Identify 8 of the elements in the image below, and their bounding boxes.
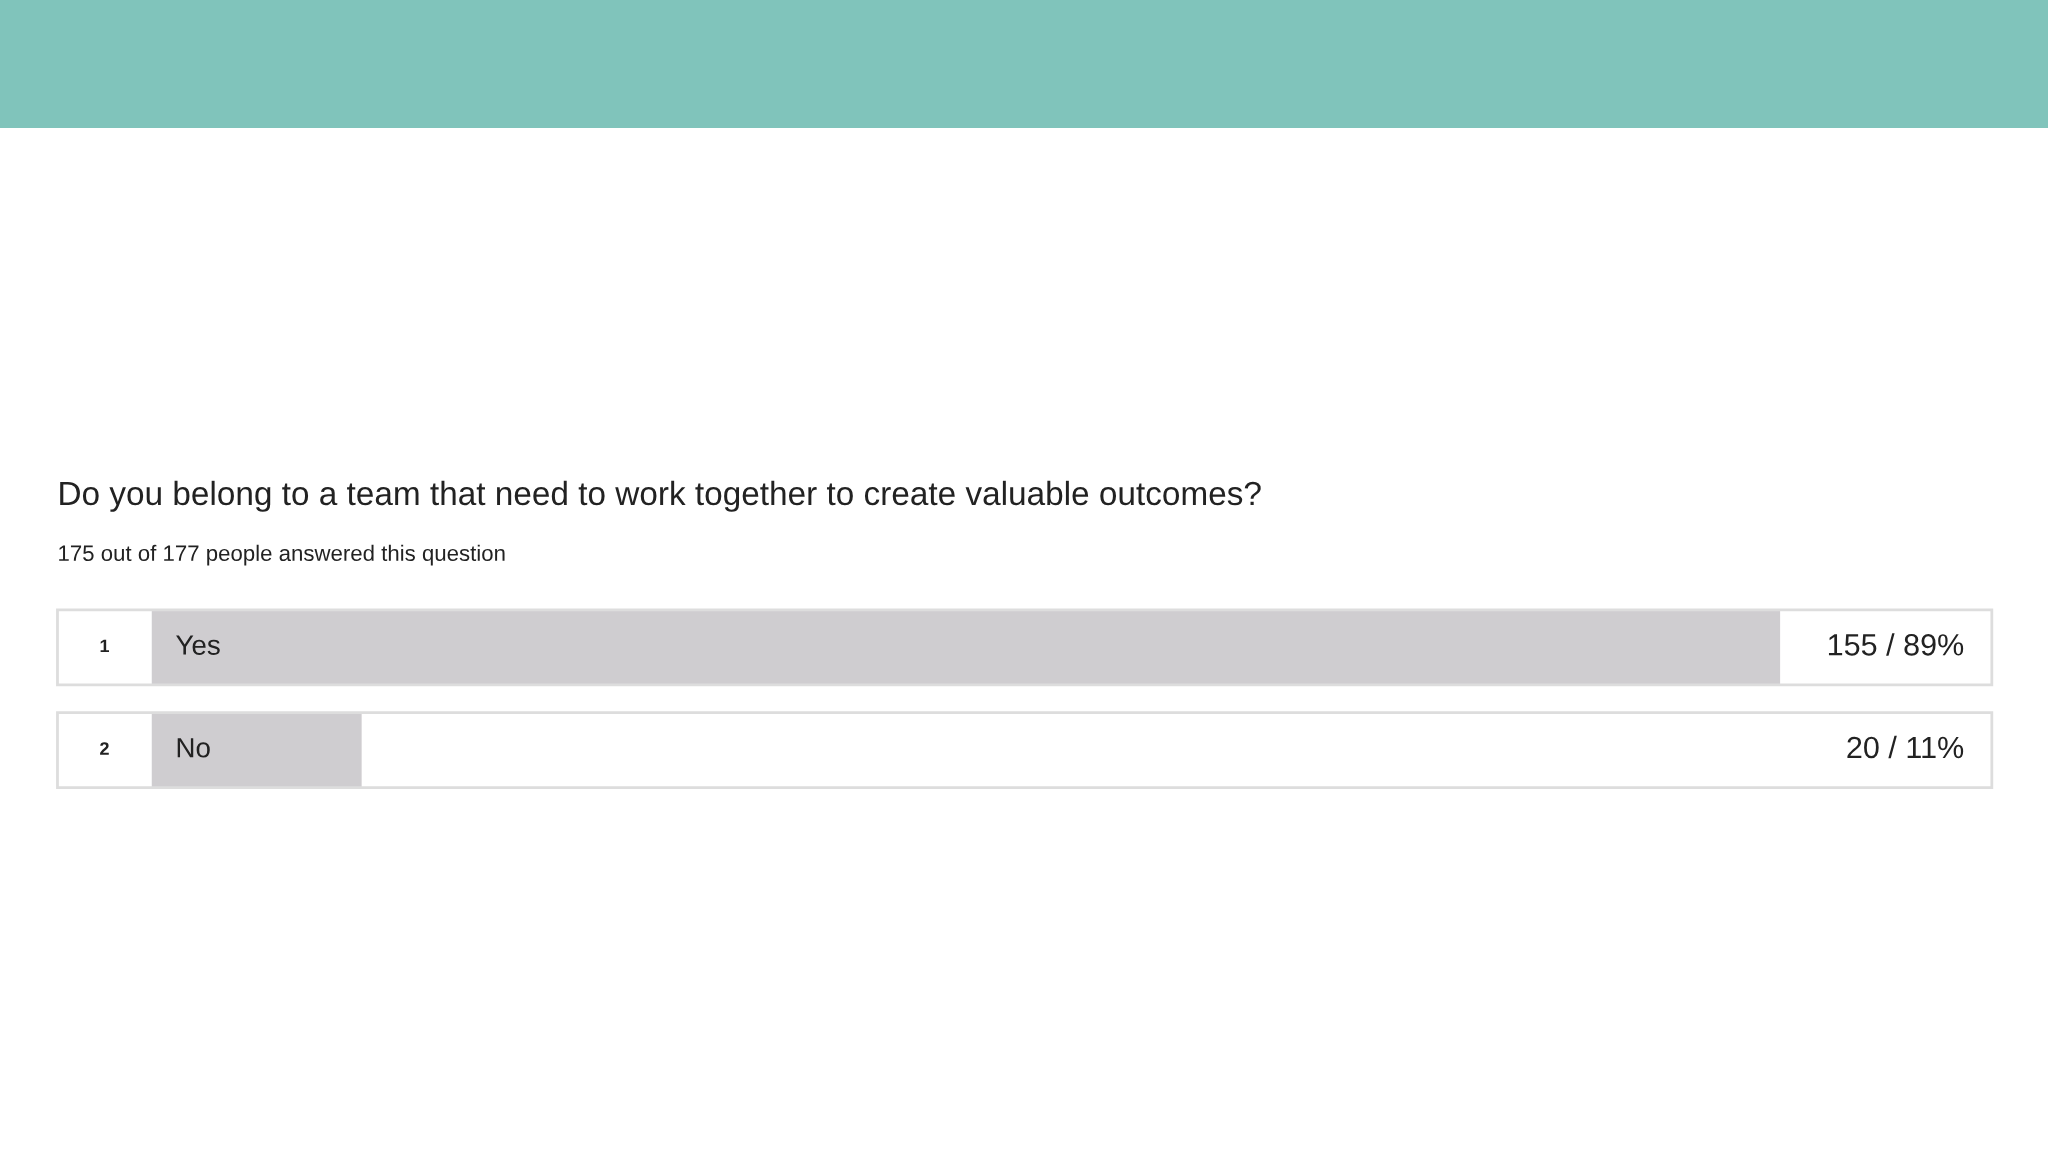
text: 2 bbox=[100, 742, 109, 755]
chart-subtitle: 175 out of 177 people answered this question bbox=[59, 544, 505, 566]
y-tick-label: No bbox=[177, 738, 210, 758]
chart-title: Do you belong to a team that need to work together to create valuable outcomes? bbox=[60, 480, 1261, 512]
data-label: 155 / 89% bbox=[1828, 633, 1964, 656]
y-tick-label: Yes bbox=[176, 635, 220, 655]
data-label: 20 / 11% bbox=[1847, 735, 1964, 759]
text: 1 bbox=[100, 639, 110, 653]
